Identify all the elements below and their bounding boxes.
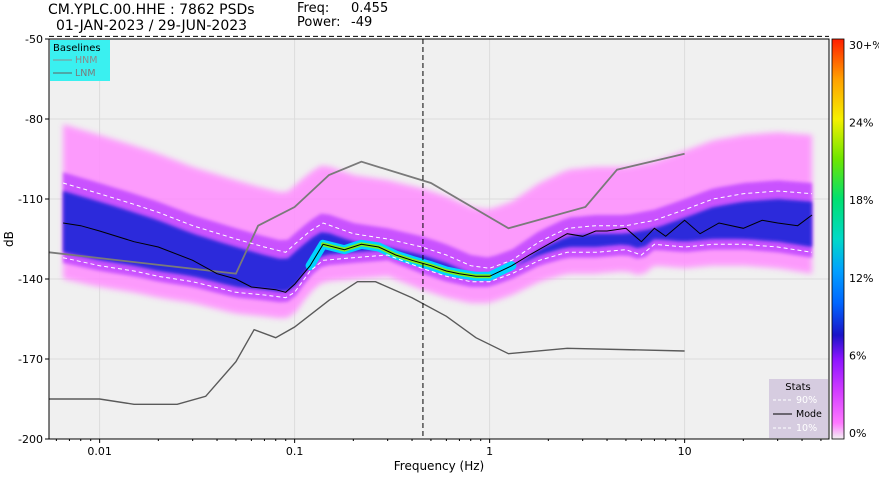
- density-high-band: [63, 191, 813, 292]
- y-tick-label-5: -50: [25, 33, 43, 46]
- hnm-line-group: [49, 152, 685, 275]
- series-layer: [49, 152, 813, 405]
- colorbar-tick-label-3: 12%: [849, 272, 873, 285]
- y-tick-label-0: -200: [18, 433, 43, 446]
- y-tick-label-1: -170: [18, 353, 43, 366]
- y-tick-label-4: -80: [25, 113, 43, 126]
- y-axis: -200 -170 -140 -110 -80 -50: [18, 33, 49, 446]
- lnm-line-group: [49, 281, 685, 405]
- x-tick-label-0: 0.01: [87, 445, 112, 458]
- x-axis-label: Frequency (Hz): [394, 459, 485, 473]
- hnm-legend-label: HNM: [75, 55, 97, 66]
- y-tick-label-2: -140: [18, 273, 43, 286]
- date-range: 01-JAN-2023 / 29-JUN-2023: [56, 18, 248, 34]
- x-axis: 0.01 0.1 1 10: [55, 439, 822, 458]
- p10-line: [62, 243, 813, 299]
- colorbar-tick-label-2: 18%: [849, 194, 873, 207]
- stats-legend-title: Stats: [785, 382, 811, 393]
- colorbar-tick-label-4: 6%: [849, 349, 866, 362]
- freq-label: Freq:: [297, 1, 330, 16]
- x-tick-label-1: 0.1: [286, 445, 304, 458]
- p90-line: [62, 182, 813, 269]
- p90-line-group: [62, 182, 813, 269]
- lnm-line: [49, 281, 685, 405]
- p10-legend-label: 10%: [796, 423, 817, 434]
- x-tick-label-3: 10: [678, 445, 692, 458]
- colorbar-tick-label-5: 0%: [849, 427, 866, 440]
- baselines-legend: Baselines HNM LNM: [50, 40, 110, 81]
- y-tick-label-3: -110: [18, 193, 43, 206]
- y-axis-label: dB: [2, 231, 16, 247]
- mode-line-group: [63, 214, 813, 293]
- hnm-line: [49, 152, 685, 275]
- x-tick-label-2: 1: [486, 445, 493, 458]
- power-label: Power:: [297, 15, 341, 30]
- baselines-legend-title: Baselines: [53, 43, 101, 54]
- lnm-legend-label: LNM: [75, 68, 96, 79]
- p10-line-group: [62, 243, 813, 299]
- stats-legend: Stats 90% Mode 10%: [769, 379, 828, 438]
- power-value: -49: [351, 15, 373, 30]
- colorbar-ticks: 30+% 24% 18% 12% 6% 0%: [849, 39, 879, 440]
- colorbar-tick-label-0: 30+%: [849, 39, 879, 52]
- p90-legend-label: 90%: [796, 395, 817, 406]
- station-title: CM.YPLC.00.HHE : 7862 PSDs: [48, 2, 255, 18]
- colorbar: 30+% 24% 18% 12% 6% 0%: [831, 38, 879, 440]
- colorbar-tick-label-1: 24%: [849, 117, 873, 130]
- plot-frame: [48, 38, 830, 440]
- mode-legend-label: Mode: [796, 409, 822, 420]
- freq-value: 0.455: [351, 1, 389, 16]
- colorbar-gradient: [831, 38, 845, 440]
- mode-line: [63, 214, 813, 293]
